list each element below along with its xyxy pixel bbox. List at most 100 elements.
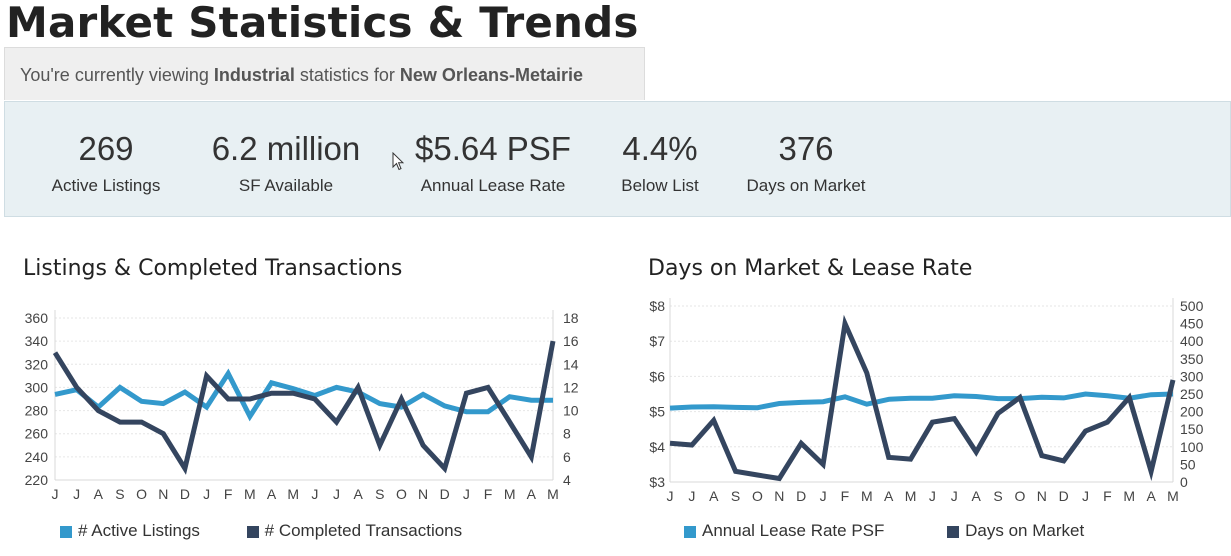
- x-tick-label: O: [396, 486, 407, 502]
- x-tick-label: O: [752, 488, 763, 504]
- y-right-tick-label: 18: [563, 310, 579, 326]
- y-right-tick-label: 0: [1180, 474, 1188, 490]
- x-tick-label: J: [333, 486, 340, 502]
- x-tick-label: M: [1167, 488, 1179, 504]
- x-tick-label: A: [884, 488, 894, 504]
- y-right-tick-label: 100: [1180, 439, 1204, 455]
- x-tick-label: D: [796, 488, 806, 504]
- legend-label: # Active Listings: [78, 521, 200, 540]
- legend-swatch: [947, 526, 959, 538]
- x-tick-label: M: [861, 488, 873, 504]
- context-bar: You're currently viewing Industrial stat…: [4, 47, 645, 100]
- x-tick-label: F: [841, 488, 850, 504]
- y-right-tick-label: 12: [563, 379, 579, 395]
- context-prefix: You're currently viewing: [20, 65, 214, 85]
- stat-sf-available: 6.2 million SF Available: [196, 102, 376, 196]
- x-tick-label: N: [158, 486, 168, 502]
- legend-label: Annual Lease Rate PSF: [702, 521, 884, 540]
- stat-value: 4.4%: [600, 130, 720, 168]
- x-tick-label: D: [440, 486, 450, 502]
- y-left-tick-label: 300: [25, 379, 49, 395]
- legend-days-lease: Annual Lease Rate PSF Days on Market: [684, 521, 1126, 541]
- x-tick-label: J: [820, 488, 827, 504]
- context-text: You're currently viewing Industrial stat…: [20, 65, 583, 86]
- x-tick-label: A: [527, 486, 537, 502]
- legend-label: Days on Market: [965, 521, 1084, 540]
- stat-value: 269: [31, 130, 181, 168]
- legend-swatch: [247, 526, 259, 538]
- x-tick-label: S: [731, 488, 740, 504]
- x-tick-label: F: [224, 486, 233, 502]
- x-tick-label: N: [1037, 488, 1047, 504]
- x-tick-label: J: [667, 488, 674, 504]
- stat-label: Active Listings: [31, 176, 181, 196]
- series-line-light: [670, 394, 1173, 408]
- y-right-tick-label: 14: [563, 356, 579, 372]
- x-tick-label: A: [709, 488, 719, 504]
- x-tick-label: M: [244, 486, 256, 502]
- y-left-tick-label: 220: [25, 472, 49, 488]
- y-right-tick-label: 150: [1180, 421, 1204, 437]
- mouse-cursor-icon: [392, 152, 404, 171]
- x-tick-label: M: [504, 486, 516, 502]
- stat-active-listings: 269 Active Listings: [31, 102, 181, 196]
- x-tick-label: J: [203, 486, 210, 502]
- legend-item-active-listings[interactable]: # Active Listings: [60, 521, 200, 541]
- y-left-tick-label: 280: [25, 403, 49, 419]
- chart-title-listings: Listings & Completed Transactions: [23, 256, 402, 281]
- x-tick-label: J: [463, 486, 470, 502]
- x-tick-label: F: [1103, 488, 1112, 504]
- y-left-tick-label: $7: [649, 333, 665, 349]
- x-tick-label: J: [951, 488, 958, 504]
- legend-swatch: [684, 526, 696, 538]
- x-tick-label: S: [115, 486, 124, 502]
- x-tick-label: S: [375, 486, 384, 502]
- y-right-tick-label: 4: [563, 472, 571, 488]
- y-right-tick-label: 250: [1180, 386, 1204, 402]
- x-tick-label: S: [993, 488, 1002, 504]
- y-right-tick-label: 16: [563, 333, 579, 349]
- y-left-tick-label: $5: [649, 404, 665, 420]
- stats-bar: 269 Active Listings 6.2 million SF Avail…: [4, 101, 1231, 217]
- y-left-tick-label: 340: [25, 333, 49, 349]
- stat-value: $5.64 PSF: [403, 130, 583, 168]
- chart-title-days-on-market: Days on Market & Lease Rate: [648, 256, 972, 281]
- legend-label: # Completed Transactions: [265, 521, 463, 540]
- x-tick-label: J: [1082, 488, 1089, 504]
- legend-item-completed-transactions[interactable]: # Completed Transactions: [247, 521, 463, 541]
- y-left-tick-label: 320: [25, 356, 49, 372]
- stat-value: 376: [736, 130, 876, 168]
- legend-item-days-on-market[interactable]: Days on Market: [947, 521, 1084, 541]
- y-left-tick-label: $6: [649, 368, 665, 384]
- y-left-tick-label: 360: [25, 310, 49, 326]
- page-title: Market Statistics & Trends: [6, 0, 639, 47]
- y-right-tick-label: 10: [563, 403, 579, 419]
- y-left-tick-label: 240: [25, 449, 49, 465]
- y-right-tick-label: 50: [1180, 456, 1196, 472]
- x-tick-label: J: [73, 486, 80, 502]
- x-tick-label: M: [547, 486, 559, 502]
- x-tick-label: A: [353, 486, 363, 502]
- market-name: New Orleans-Metairie: [400, 65, 583, 85]
- x-tick-label: D: [180, 486, 190, 502]
- x-tick-label: N: [774, 488, 784, 504]
- legend-swatch: [60, 526, 72, 538]
- y-right-tick-label: 350: [1180, 351, 1204, 367]
- y-right-tick-label: 8: [563, 426, 571, 442]
- x-tick-label: A: [267, 486, 277, 502]
- stat-below-list: 4.4% Below List: [600, 102, 720, 196]
- y-right-tick-label: 6: [563, 449, 571, 465]
- x-tick-label: F: [484, 486, 493, 502]
- series-line-dark: [670, 324, 1173, 479]
- x-tick-label: J: [311, 486, 318, 502]
- x-tick-label: M: [905, 488, 917, 504]
- stat-label: Below List: [600, 176, 720, 196]
- x-tick-label: A: [94, 486, 104, 502]
- stat-label: Days on Market: [736, 176, 876, 196]
- series-line-dark: [55, 341, 553, 468]
- y-right-tick-label: 300: [1180, 368, 1204, 384]
- legend-item-lease-rate[interactable]: Annual Lease Rate PSF: [684, 521, 884, 541]
- x-tick-label: M: [287, 486, 299, 502]
- stat-days-on-market: 376 Days on Market: [736, 102, 876, 196]
- x-tick-label: M: [1123, 488, 1135, 504]
